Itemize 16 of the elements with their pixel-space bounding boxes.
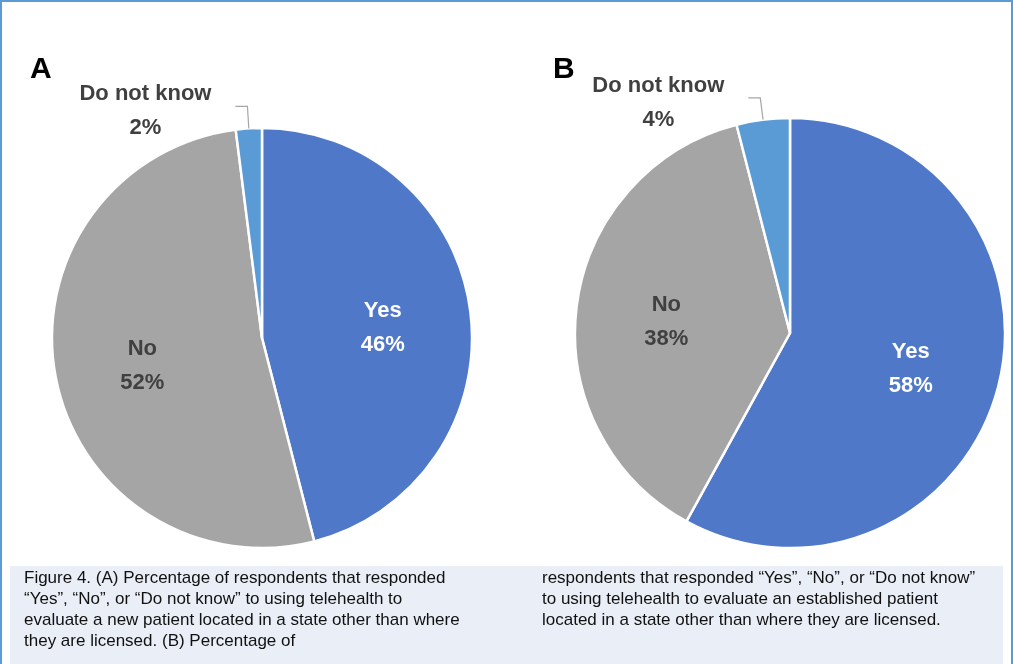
caption: Figure 4. (A) Percentage of respondents that responded “Yes”, “No”, or “Do not know” to using telehealth to evaluate a new patient located in a state other than where they are licensed. (B) Percentage of xyxy=(24,568,460,650)
slice-label: No xyxy=(127,334,158,360)
data-label: 38% xyxy=(644,325,689,351)
slice-label: Yes xyxy=(363,296,402,322)
text: respondents that responded “Yes”, “No”, or “Do not know” to using telehealth to evaluate an established patient located in a state other than where they are licensed. xyxy=(542,568,976,629)
data-label: 52% xyxy=(120,368,165,394)
data-label: 2% xyxy=(129,114,162,140)
data-label: 4% xyxy=(642,105,675,131)
slice-label: Do not know xyxy=(592,71,726,97)
chart-title: A xyxy=(30,51,52,84)
data-label: 46% xyxy=(360,330,405,356)
chart-title: B xyxy=(553,51,575,84)
slice-label: Yes xyxy=(891,338,930,364)
slice-label: No xyxy=(651,291,681,317)
data-label: 58% xyxy=(888,372,933,398)
slice-label: Do not know xyxy=(79,80,213,106)
